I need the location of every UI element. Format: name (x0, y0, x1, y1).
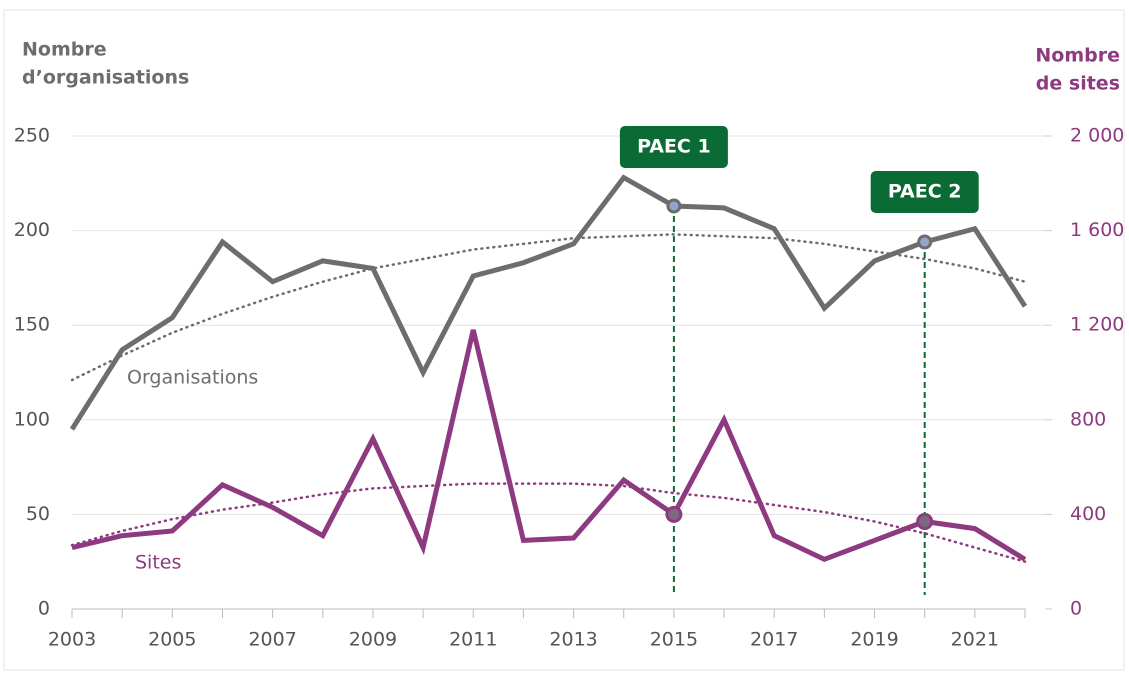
y2-axis-title: Nombre (1035, 45, 1120, 67)
annotation-box (870, 171, 979, 213)
series-label: Organisations (127, 367, 258, 389)
x-tick-label: 2019 (850, 629, 898, 651)
y2-tick-label: 0 (1070, 598, 1082, 620)
x-tick-label: 2017 (750, 629, 798, 651)
highlight-point (917, 234, 933, 250)
annotation-text: PAEC 2 (888, 181, 962, 203)
highlight-point (666, 198, 682, 214)
y-tick-label: 150 (14, 314, 50, 336)
x-tick-label: 2011 (449, 629, 497, 651)
y-tick-label: 0 (38, 598, 50, 620)
y-tick-label: 200 (14, 219, 50, 241)
series-label: Sites (135, 552, 181, 574)
x-tick-label: 2005 (148, 629, 196, 651)
y2-tick-label: 400 (1070, 503, 1106, 525)
x-tick-label: 2003 (48, 629, 96, 651)
y-tick-label: 250 (14, 125, 50, 147)
y-tick-label: 50 (26, 503, 50, 525)
series-line (69, 174, 1028, 431)
trend-line (70, 482, 1027, 563)
x-tick-label: 2009 (349, 629, 397, 651)
y2-axis-title: de sites (1036, 73, 1120, 95)
x-tick-label: 2015 (650, 629, 698, 651)
y2-tick-label: 2 000 (1070, 125, 1124, 147)
frame (3, 9, 1125, 671)
series-line (71, 329, 1027, 563)
y-tick-label: 100 (14, 408, 50, 430)
highlight-point (665, 505, 683, 523)
y2-tick-label: 1 600 (1070, 219, 1124, 241)
y2-tick-label: 800 (1070, 408, 1106, 430)
annotation-box (619, 126, 728, 168)
trend-line (70, 233, 1027, 382)
highlight-point (916, 512, 934, 530)
x-tick-label: 2021 (951, 629, 999, 651)
x-tick-label: 2007 (248, 629, 296, 651)
x-tick-label: 2013 (549, 629, 597, 651)
y-axis-title: d’organisations (22, 67, 189, 89)
annotation-text: PAEC 1 (637, 136, 711, 158)
y-axis-title: Nombre (22, 39, 107, 61)
y2-tick-label: 1 200 (1070, 314, 1124, 336)
